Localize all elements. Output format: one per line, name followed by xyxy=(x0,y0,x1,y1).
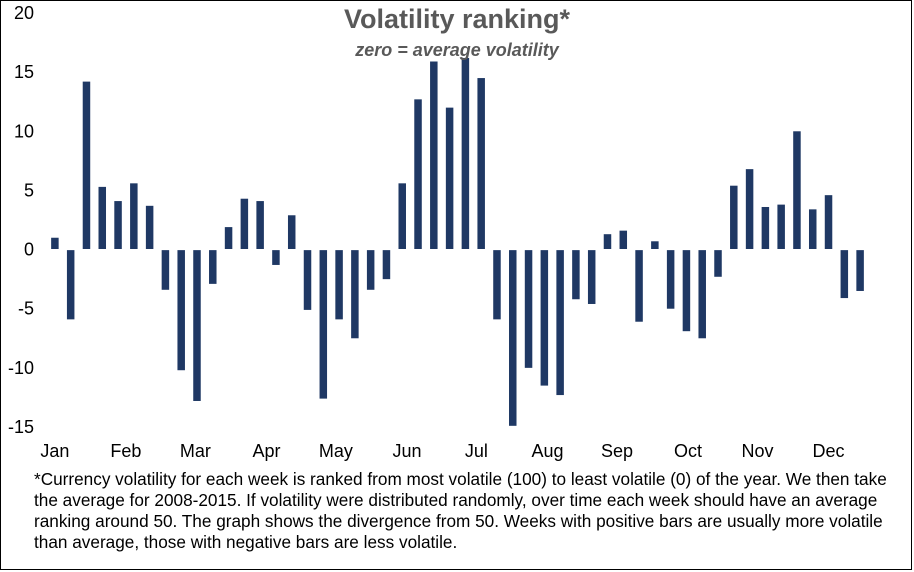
x-axis-month-labels: Jan Feb Mar Apr May Jun Jul Aug Sep Oct Nov Dec xyxy=(40,441,844,461)
bar-week-51 xyxy=(840,249,849,299)
bar-week-45 xyxy=(745,169,754,250)
bar-week-26 xyxy=(445,107,454,250)
bar-week-27 xyxy=(461,57,470,250)
bar-week-14 xyxy=(256,201,264,250)
bar-week-35 xyxy=(587,249,596,304)
x-month-label: Oct xyxy=(674,441,702,461)
y-tick-label: -15 xyxy=(8,417,34,437)
bar-week-40 xyxy=(666,249,675,309)
bar-week-22 xyxy=(382,249,391,280)
bar-week-4 xyxy=(98,186,107,250)
y-axis-tick-labels: -15 -10 -5 0 5 10 15 20 xyxy=(8,3,34,437)
y-tick-label: 0 xyxy=(24,240,34,260)
bar-week-10 xyxy=(193,249,201,401)
bar-week-23 xyxy=(398,183,406,250)
x-month-label: Feb xyxy=(110,441,141,461)
bar-week-32 xyxy=(540,249,549,386)
bar-week-44 xyxy=(730,185,738,250)
bar-week-37 xyxy=(619,230,628,250)
bar-week-12 xyxy=(224,227,233,250)
bar-week-17 xyxy=(303,249,312,310)
footnote-text: *Currency volatility for each week is ra… xyxy=(34,469,887,552)
bar-week-52 xyxy=(856,249,864,291)
bar-week-46 xyxy=(761,206,770,250)
bar-week-3 xyxy=(82,81,91,250)
y-tick-label: 10 xyxy=(14,121,34,141)
bar-week-2 xyxy=(66,249,75,320)
bar-week-8 xyxy=(161,249,170,290)
bar-week-13 xyxy=(240,198,249,250)
bar-week-29 xyxy=(493,249,501,320)
x-month-label: May xyxy=(319,441,353,461)
bar-week-5 xyxy=(114,201,122,250)
bar-week-33 xyxy=(556,249,564,396)
chart-title: Volatility ranking* xyxy=(343,4,571,34)
chart-subtitle: zero = average volatility xyxy=(355,40,559,60)
bar-week-16 xyxy=(287,215,296,250)
bar-week-31 xyxy=(524,249,533,368)
bar-week-30 xyxy=(509,249,517,426)
bar-week-20 xyxy=(351,249,359,339)
bar-week-24 xyxy=(414,99,422,250)
bar-week-47 xyxy=(777,204,785,250)
x-month-label: Jul xyxy=(465,441,488,461)
bar-week-36 xyxy=(603,234,612,250)
bar-week-48 xyxy=(793,131,801,250)
bar-week-42 xyxy=(698,249,706,339)
bar-week-9 xyxy=(177,249,185,371)
bar-week-34 xyxy=(572,249,580,300)
bar-week-7 xyxy=(145,205,154,250)
bar-week-28 xyxy=(477,78,485,250)
y-tick-label: 15 xyxy=(14,62,34,82)
bar-week-15 xyxy=(272,249,280,265)
bar-week-25 xyxy=(430,61,438,250)
bar-week-43 xyxy=(714,249,722,277)
y-tick-label: 5 xyxy=(24,180,34,200)
y-tick-label: 20 xyxy=(14,3,34,23)
y-tick-label: -10 xyxy=(8,358,34,378)
x-month-label: Jan xyxy=(40,441,69,461)
bar-week-41 xyxy=(682,249,691,332)
x-month-label: Nov xyxy=(741,441,773,461)
x-month-label: Apr xyxy=(252,441,280,461)
bar-week-18 xyxy=(319,249,328,399)
bar-week-21 xyxy=(366,249,375,290)
bar-week-1 xyxy=(51,237,59,250)
x-month-label: Dec xyxy=(812,441,844,461)
x-month-label: Jun xyxy=(392,441,421,461)
bar-week-6 xyxy=(130,183,138,250)
x-month-label: Aug xyxy=(531,441,563,461)
x-month-label: Sep xyxy=(601,441,633,461)
bar-week-49 xyxy=(808,209,817,250)
bar-week-50 xyxy=(824,195,833,250)
bar-week-38 xyxy=(635,249,643,322)
x-month-label: Mar xyxy=(180,441,211,461)
bar-week-39 xyxy=(651,241,659,250)
bar-week-19 xyxy=(335,249,343,320)
bar-series xyxy=(51,57,864,426)
y-tick-label: -5 xyxy=(18,299,34,319)
bar-week-11 xyxy=(209,249,217,284)
